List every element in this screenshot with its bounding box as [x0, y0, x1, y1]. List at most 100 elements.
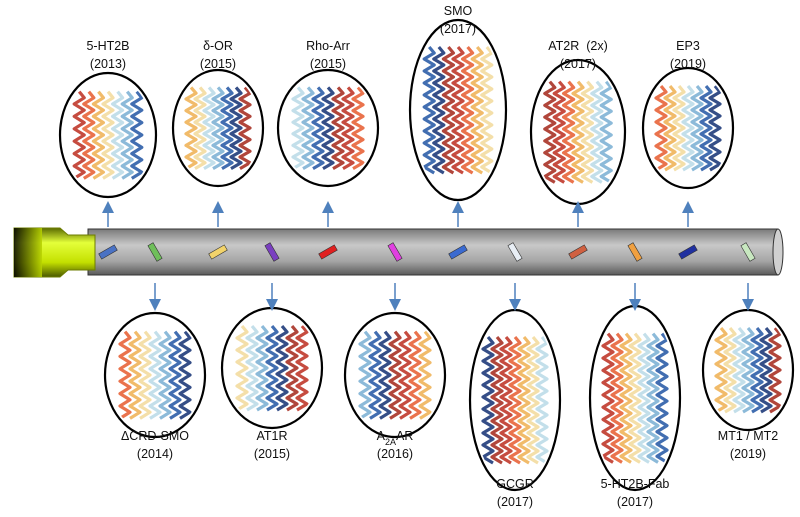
structure-label: A2AAR: [377, 429, 414, 447]
structures: 5-HT2B (2013) δ-OR (2015) Rho-Arr (2015) SMO (2…: [58, 4, 795, 509]
structure: SMO (2017): [408, 4, 508, 227]
structure: GCGR (2017): [468, 283, 562, 509]
label-part: A: [377, 429, 386, 443]
helix: [331, 86, 345, 170]
crystal: [507, 242, 523, 262]
helix: [158, 330, 172, 420]
label-part: 2A: [385, 437, 396, 447]
jet-tube: [13, 227, 784, 278]
helix: [368, 330, 382, 420]
structure-year: (2015): [200, 57, 236, 71]
helix: [418, 330, 432, 420]
helix: [168, 330, 182, 420]
helix: [422, 45, 436, 175]
structure-frame: [103, 311, 207, 439]
helix: [552, 80, 566, 184]
helix: [499, 335, 513, 465]
structure-year: (2019): [730, 447, 766, 461]
helix: [580, 80, 594, 184]
helix: [571, 80, 585, 184]
helix: [291, 86, 305, 170]
structure-label: AT2R (2x): [548, 39, 608, 53]
helix: [101, 90, 115, 180]
helix: [138, 330, 152, 420]
helix: [461, 45, 475, 175]
helix: [91, 90, 105, 180]
protein: [72, 90, 144, 180]
helix: [311, 86, 325, 170]
helix: [508, 335, 522, 465]
crystal: [98, 244, 118, 260]
helix: [690, 84, 704, 172]
helix: [202, 86, 216, 170]
protein: [601, 332, 669, 464]
helix: [229, 86, 243, 170]
structure-label: δ-OR: [203, 39, 233, 53]
helix: [654, 84, 668, 172]
structure-year: (2017): [617, 495, 653, 509]
helix: [619, 332, 633, 464]
helix: [562, 80, 576, 184]
helix: [184, 86, 198, 170]
helix: [543, 80, 557, 184]
crystal: [568, 244, 588, 260]
helix: [220, 86, 234, 170]
helix: [599, 80, 613, 184]
helix: [211, 86, 225, 170]
helix: [193, 86, 207, 170]
helix: [265, 324, 279, 412]
helix: [301, 86, 315, 170]
helix: [723, 326, 737, 414]
crystal: [147, 242, 163, 262]
protein: [422, 45, 494, 175]
crystal: [627, 242, 643, 262]
structure-label: ΔCRD-SMO: [121, 429, 189, 443]
structure-frame: [276, 68, 380, 188]
crystal: [318, 244, 338, 260]
helix: [388, 330, 402, 420]
helix: [741, 326, 755, 414]
structure-frame: [58, 71, 158, 199]
helix: [646, 332, 660, 464]
structure-year: (2016): [377, 447, 413, 461]
helix: [82, 90, 96, 180]
structure-year: (2017): [440, 22, 476, 36]
helix: [637, 332, 651, 464]
helix: [118, 330, 132, 420]
helix: [341, 86, 355, 170]
helix: [535, 335, 549, 465]
structure-label: 5-HT2B-Fab: [601, 477, 670, 491]
structure: δ-OR (2015): [171, 39, 265, 227]
structure-frame: [641, 66, 735, 190]
helix: [610, 332, 624, 464]
helix: [628, 332, 642, 464]
helix: [148, 330, 162, 420]
helix: [526, 335, 540, 465]
helix: [378, 330, 392, 420]
helix: [295, 324, 309, 412]
helix: [178, 330, 192, 420]
helix: [351, 86, 365, 170]
helix: [451, 45, 465, 175]
helix: [490, 335, 504, 465]
helix: [321, 86, 335, 170]
helix: [663, 84, 677, 172]
structure-year: (2015): [254, 447, 290, 461]
helix: [255, 324, 269, 412]
crystals: [98, 242, 756, 262]
label-part: AR: [396, 429, 413, 443]
crystal: [740, 242, 756, 262]
helix: [245, 324, 259, 412]
protein: [291, 86, 365, 170]
helix: [432, 45, 446, 175]
protein: [543, 80, 613, 184]
helix: [481, 335, 495, 465]
helix: [285, 324, 299, 412]
structure-label: MT1 / MT2: [718, 429, 778, 443]
helix: [275, 324, 289, 412]
helix: [699, 84, 713, 172]
structure: AT2R (2x) (2017): [529, 39, 627, 227]
structure-label: AT1R: [256, 429, 287, 443]
structure: A2AAR(2016): [343, 283, 447, 461]
structure: AT1R (2015): [220, 283, 324, 461]
